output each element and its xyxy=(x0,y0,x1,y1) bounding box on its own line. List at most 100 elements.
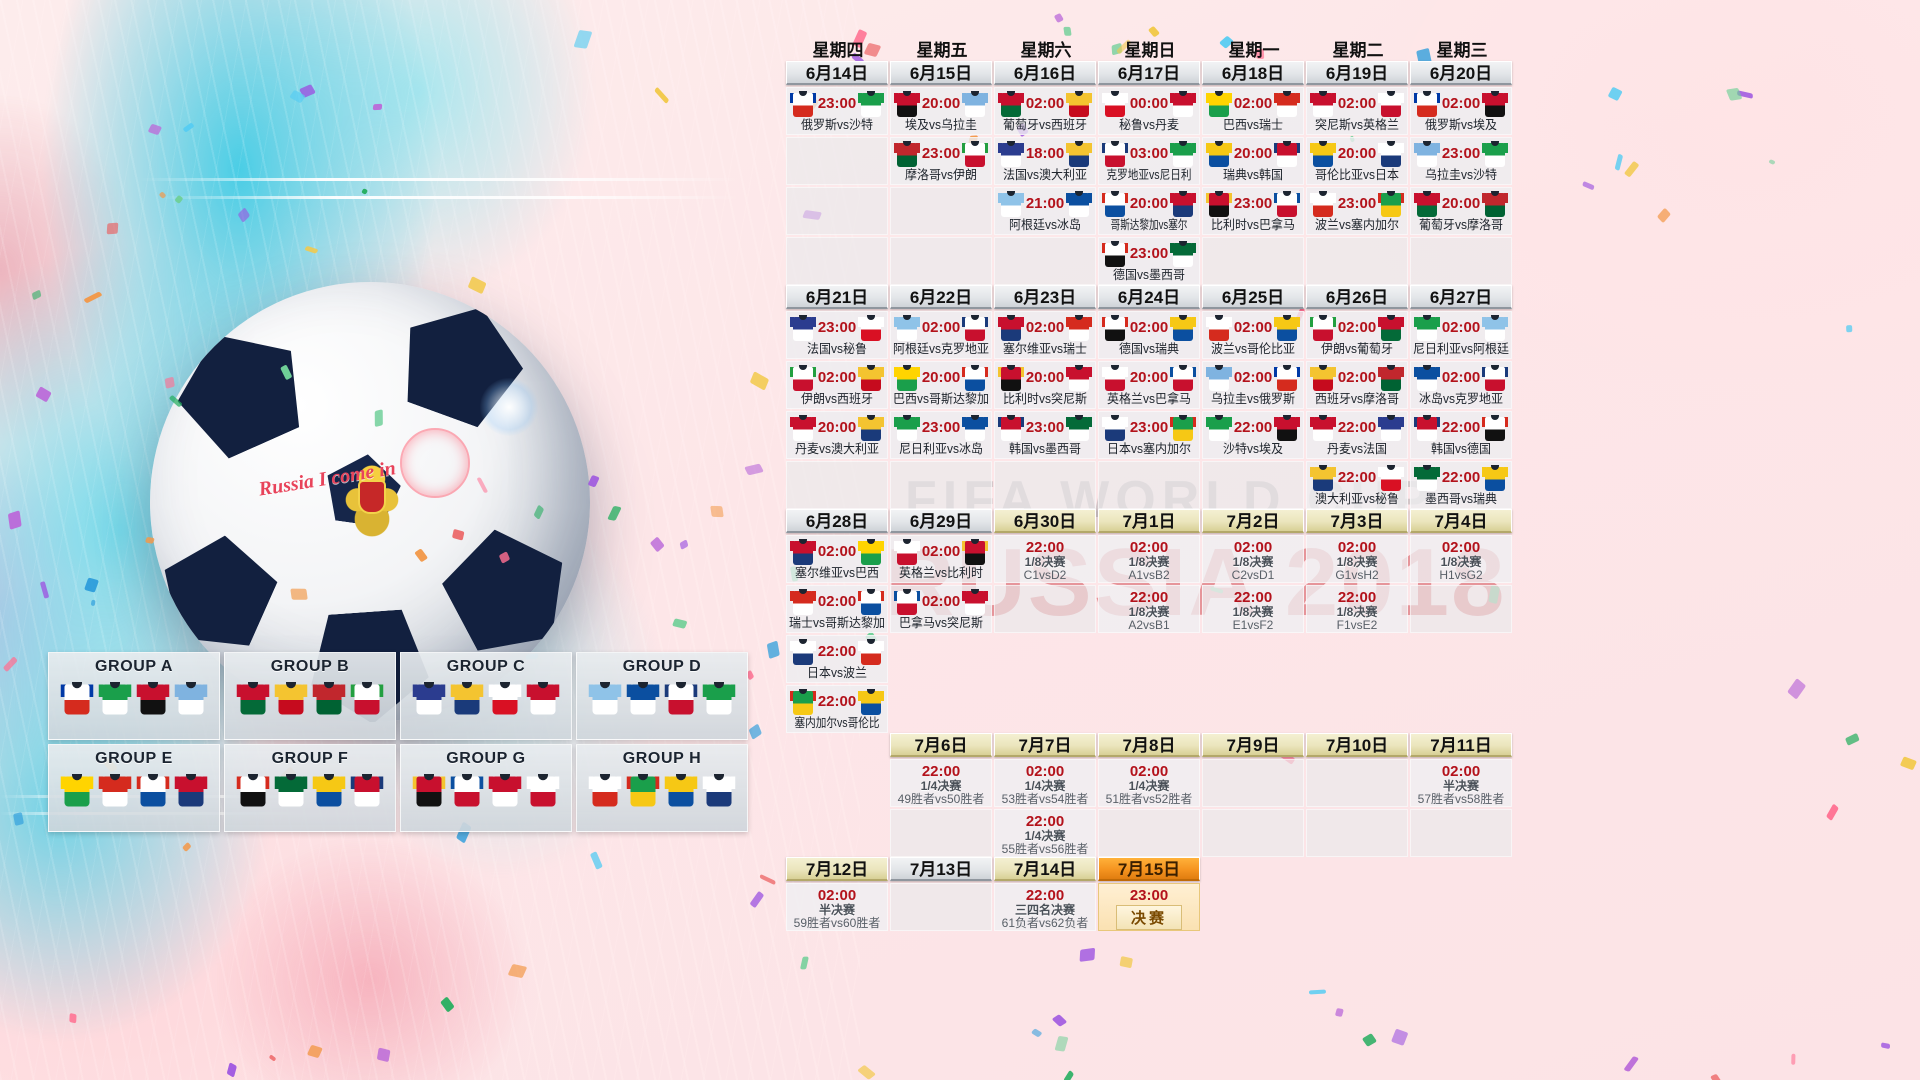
date-header[interactable]: 6月28日 xyxy=(786,509,888,533)
match-cell[interactable]: 20:00 埃及vs乌拉圭 xyxy=(890,87,992,135)
match-cell[interactable]: 02:00 冰岛vs克罗地亚 xyxy=(1410,361,1512,409)
match-cell[interactable]: 22:00 日本vs波兰 xyxy=(786,635,888,683)
match-cell[interactable]: 02:00 伊朗vs西班牙 xyxy=(786,361,888,409)
date-header[interactable]: 6月18日 xyxy=(1202,61,1304,85)
group-card[interactable]: GROUP D xyxy=(576,652,748,740)
match-cell[interactable]: 22:00 沙特vs埃及 xyxy=(1202,411,1304,459)
knockout-match-cell[interactable]: 02:00 1/8决赛 G1vsH2 xyxy=(1306,535,1408,583)
match-cell[interactable]: 00:00 秘鲁vs丹麦 xyxy=(1098,87,1200,135)
date-header[interactable]: 7月7日 xyxy=(994,733,1096,757)
match-cell[interactable]: 22:00 丹麦vs法国 xyxy=(1306,411,1408,459)
match-cell[interactable]: 23:00 德国vs墨西哥 xyxy=(1098,237,1200,285)
match-cell[interactable]: 02:00 西班牙vs摩洛哥 xyxy=(1306,361,1408,409)
knockout-match-cell[interactable]: 22:00 1/4决赛 49胜者vs50胜者 xyxy=(890,759,992,807)
match-cell[interactable]: 18:00 法国vs澳大利亚 xyxy=(994,137,1096,185)
match-cell[interactable]: 22:00 澳大利亚vs秘鲁 xyxy=(1306,461,1408,509)
knockout-match-cell[interactable]: 02:00 1/8决赛 H1vsG2 xyxy=(1410,535,1512,583)
match-cell[interactable]: 22:00 韩国vs德国 xyxy=(1410,411,1512,459)
knockout-match-cell[interactable]: 22:00 1/8决赛 F1vsE2 xyxy=(1306,585,1408,633)
match-cell[interactable]: 02:00 波兰vs哥伦比亚 xyxy=(1202,311,1304,359)
date-header[interactable]: 7月9日 xyxy=(1202,733,1304,757)
date-header[interactable]: 7月4日 xyxy=(1410,509,1512,533)
date-header[interactable]: 7月1日 xyxy=(1098,509,1200,533)
knockout-match-cell[interactable]: 02:00 1/8决赛 C2vsD1 xyxy=(1202,535,1304,583)
date-header[interactable]: 6月15日 xyxy=(890,61,992,85)
match-cell[interactable]: 23:00 波兰vs塞内加尔 xyxy=(1306,187,1408,235)
match-cell[interactable]: 02:00 乌拉圭vs俄罗斯 xyxy=(1202,361,1304,409)
date-header[interactable]: 6月24日 xyxy=(1098,285,1200,309)
date-header[interactable]: 7月2日 xyxy=(1202,509,1304,533)
match-cell[interactable]: 20:00 葡萄牙vs摩洛哥 xyxy=(1410,187,1512,235)
date-header[interactable]: 6月27日 xyxy=(1410,285,1512,309)
match-cell[interactable]: 02:00 英格兰vs比利时 xyxy=(890,535,992,583)
date-header[interactable]: 6月19日 xyxy=(1306,61,1408,85)
group-card[interactable]: GROUP A xyxy=(48,652,220,740)
date-header[interactable]: 7月6日 xyxy=(890,733,992,757)
group-card[interactable]: GROUP E xyxy=(48,744,220,832)
match-cell[interactable]: 23:00 摩洛哥vs伊朗 xyxy=(890,137,992,185)
date-header[interactable]: 7月8日 xyxy=(1098,733,1200,757)
date-header[interactable]: 6月17日 xyxy=(1098,61,1200,85)
knockout-match-cell[interactable]: 02:00 半决赛 59胜者vs60胜者 xyxy=(786,883,888,931)
date-header[interactable]: 7月13日 xyxy=(890,857,992,881)
match-cell[interactable]: 20:00 英格兰vs巴拿马 xyxy=(1098,361,1200,409)
knockout-match-cell[interactable]: 22:00 1/8决赛 E1vsF2 xyxy=(1202,585,1304,633)
match-cell[interactable]: 02:00 俄罗斯vs埃及 xyxy=(1410,87,1512,135)
match-cell[interactable]: 02:00 巴拿马vs突尼斯 xyxy=(890,585,992,633)
date-header[interactable]: 6月21日 xyxy=(786,285,888,309)
match-cell[interactable]: 23:00 比利时vs巴拿马 xyxy=(1202,187,1304,235)
group-card[interactable]: GROUP H xyxy=(576,744,748,832)
match-cell[interactable]: 02:00 德国vs瑞典 xyxy=(1098,311,1200,359)
group-card[interactable]: GROUP G xyxy=(400,744,572,832)
match-cell[interactable]: 20:00 哥伦比亚vs日本 xyxy=(1306,137,1408,185)
date-header[interactable]: 6月23日 xyxy=(994,285,1096,309)
date-header[interactable]: 6月16日 xyxy=(994,61,1096,85)
match-cell[interactable]: 20:00 比利时vs突尼斯 xyxy=(994,361,1096,409)
match-cell[interactable]: 02:00 塞尔维亚vs瑞士 xyxy=(994,311,1096,359)
group-card[interactable]: GROUP F xyxy=(224,744,396,832)
match-cell[interactable]: 21:00 阿根廷vs冰岛 xyxy=(994,187,1096,235)
match-cell[interactable]: 02:00 葡萄牙vs西班牙 xyxy=(994,87,1096,135)
knockout-match-cell[interactable]: 02:00 1/4决赛 53胜者vs54胜者 xyxy=(994,759,1096,807)
match-cell[interactable]: 02:00 瑞士vs哥斯达黎加 xyxy=(786,585,888,633)
date-header[interactable]: 7月11日 xyxy=(1410,733,1512,757)
knockout-match-cell[interactable]: 02:00 1/4决赛 51胜者vs52胜者 xyxy=(1098,759,1200,807)
date-header[interactable]: 6月20日 xyxy=(1410,61,1512,85)
match-cell[interactable]: 02:00 突尼斯vs英格兰 xyxy=(1306,87,1408,135)
knockout-match-cell[interactable]: 02:00 半决赛 57胜者vs58胜者 xyxy=(1410,759,1512,807)
date-header[interactable]: 7月15日 xyxy=(1098,857,1200,881)
date-header[interactable]: 7月10日 xyxy=(1306,733,1408,757)
knockout-match-cell[interactable]: 22:00 1/4决赛 55胜者vs56胜者 xyxy=(994,809,1096,857)
date-header[interactable]: 7月3日 xyxy=(1306,509,1408,533)
date-header[interactable]: 6月30日 xyxy=(994,509,1096,533)
knockout-match-cell[interactable]: 02:00 1/8决赛 A1vsB2 xyxy=(1098,535,1200,583)
match-cell[interactable]: 20:00 巴西vs哥斯达黎加 xyxy=(890,361,992,409)
match-cell[interactable]: 22:00 塞内加尔vs哥伦比亚 xyxy=(786,685,888,733)
knockout-match-cell[interactable]: 22:00 三四名决赛 61负者vs62负者 xyxy=(994,883,1096,931)
date-header[interactable]: 6月14日 xyxy=(786,61,888,85)
date-header[interactable]: 7月14日 xyxy=(994,857,1096,881)
date-header[interactable]: 6月22日 xyxy=(890,285,992,309)
match-cell[interactable]: 03:00 克罗地亚vs尼日利亚 xyxy=(1098,137,1200,185)
knockout-match-cell[interactable]: 22:00 1/8决赛 C1vsD2 xyxy=(994,535,1096,583)
date-header[interactable]: 6月26日 xyxy=(1306,285,1408,309)
group-card[interactable]: GROUP B xyxy=(224,652,396,740)
match-cell[interactable]: 20:00 哥斯达黎加vs塞尔维亚 xyxy=(1098,187,1200,235)
match-cell[interactable]: 23:00 日本vs塞内加尔 xyxy=(1098,411,1200,459)
match-cell[interactable]: 23:00 尼日利亚vs冰岛 xyxy=(890,411,992,459)
match-cell[interactable]: 02:00 尼日利亚vs阿根廷 xyxy=(1410,311,1512,359)
match-cell[interactable]: 02:00 巴西vs瑞士 xyxy=(1202,87,1304,135)
final-match-cell[interactable]: 23:00 决赛 xyxy=(1098,883,1200,931)
match-cell[interactable]: 20:00 瑞典vs韩国 xyxy=(1202,137,1304,185)
match-cell[interactable]: 23:00 韩国vs墨西哥 xyxy=(994,411,1096,459)
date-header[interactable]: 6月29日 xyxy=(890,509,992,533)
match-cell[interactable]: 02:00 阿根廷vs克罗地亚 xyxy=(890,311,992,359)
date-header[interactable]: 6月25日 xyxy=(1202,285,1304,309)
match-cell[interactable]: 23:00 法国vs秘鲁 xyxy=(786,311,888,359)
match-cell[interactable]: 23:00 俄罗斯vs沙特 xyxy=(786,87,888,135)
group-card[interactable]: GROUP C xyxy=(400,652,572,740)
match-cell[interactable]: 23:00 乌拉圭vs沙特 xyxy=(1410,137,1512,185)
knockout-match-cell[interactable]: 22:00 1/8决赛 A2vsB1 xyxy=(1098,585,1200,633)
match-cell[interactable]: 02:00 伊朗vs葡萄牙 xyxy=(1306,311,1408,359)
match-cell[interactable]: 22:00 墨西哥vs瑞典 xyxy=(1410,461,1512,509)
